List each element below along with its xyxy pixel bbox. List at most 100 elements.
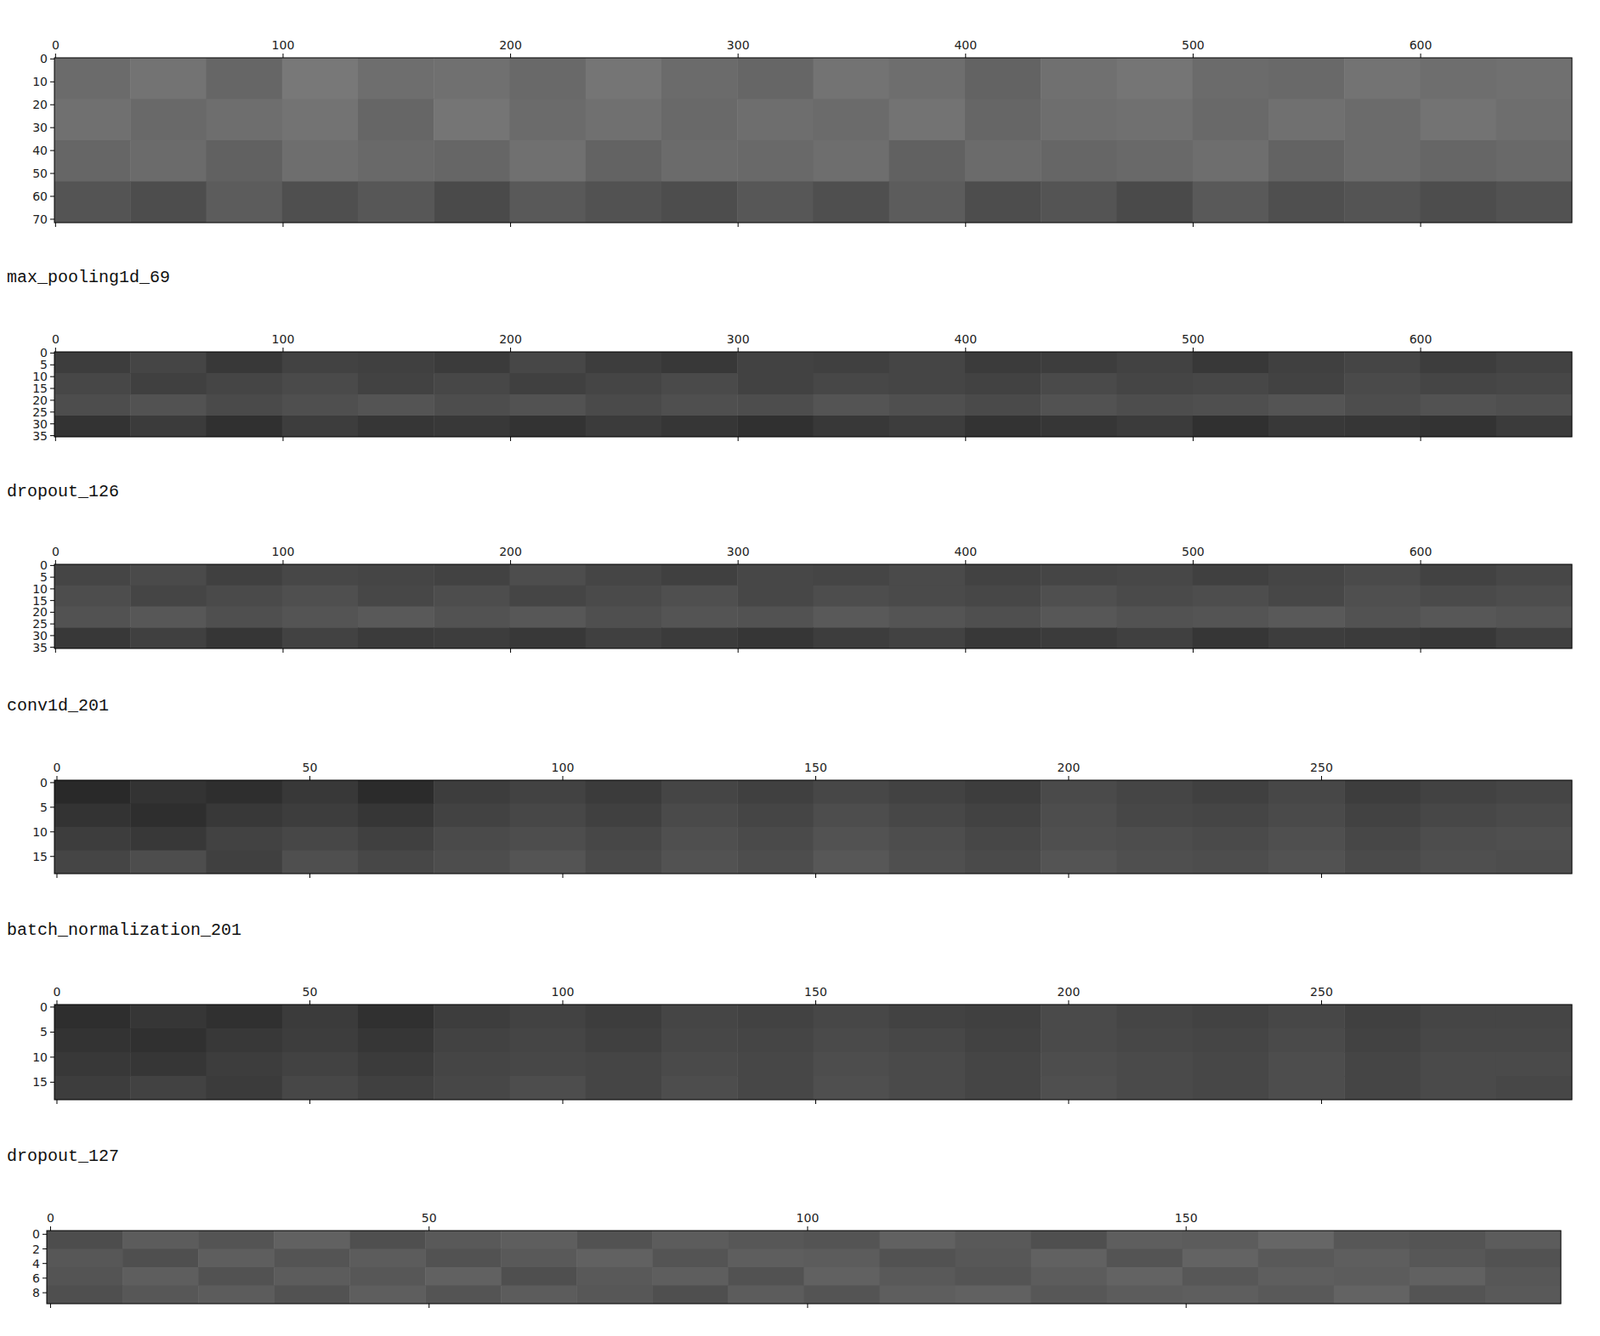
cell: [661, 827, 738, 852]
cell: [804, 1286, 881, 1305]
cell: [425, 1286, 502, 1305]
cell: [889, 181, 966, 224]
cell: [1040, 181, 1118, 224]
cell: [964, 607, 1042, 629]
cell: [206, 57, 284, 100]
x-tick: [1067, 1000, 1069, 1005]
cell: [813, 99, 891, 142]
cell: [433, 1052, 511, 1078]
cell: [433, 564, 511, 586]
cell: [1106, 1267, 1184, 1287]
cell: [500, 1267, 578, 1287]
cell: [1344, 564, 1421, 586]
y-tick: [50, 1032, 55, 1033]
x-tick: [1420, 222, 1422, 227]
cell: [1496, 1028, 1572, 1054]
y-tick: [50, 173, 55, 175]
cell: [1420, 585, 1498, 608]
x-tick-label: 300: [726, 38, 750, 52]
cell: [661, 585, 738, 608]
x-tick: [815, 1000, 817, 1005]
cell: [585, 351, 663, 375]
cell: [652, 1286, 729, 1305]
x-tick-label: 250: [1310, 760, 1334, 775]
panel: batch_normalization_20105010015020025005…: [6, 920, 1573, 1105]
cell: [813, 804, 891, 829]
cell: [206, 851, 284, 875]
cell: [433, 57, 511, 100]
cell: [955, 1249, 1033, 1269]
cell: [585, 780, 663, 805]
cell: [964, 415, 1042, 437]
cell: [130, 585, 207, 608]
cell: [1420, 181, 1498, 224]
cell: [1268, 1028, 1345, 1054]
cell: [1182, 1286, 1260, 1305]
x-tick: [309, 1000, 311, 1005]
cell: [130, 564, 207, 586]
x-tick: [964, 347, 966, 352]
cell: [1040, 827, 1118, 852]
cell: [1040, 564, 1118, 586]
x-tick: [737, 436, 739, 442]
cell: [1192, 181, 1270, 224]
cell: [1496, 780, 1572, 805]
cell: [1258, 1249, 1335, 1269]
cell: [130, 804, 207, 829]
cell: [652, 1267, 729, 1287]
cell: [510, 607, 587, 629]
cell: [661, 564, 738, 586]
cell: [737, 627, 814, 649]
cell: [1420, 373, 1498, 396]
cell: [585, 827, 663, 852]
cell: [357, 351, 435, 375]
cell: [1420, 780, 1498, 805]
cell: [1409, 1267, 1487, 1287]
cell: [433, 394, 511, 417]
cell: [1258, 1286, 1335, 1305]
cell: [282, 1076, 359, 1101]
cell: [727, 1249, 805, 1269]
y-tick: [50, 635, 55, 636]
cell: [54, 373, 131, 396]
cell: [357, 780, 435, 805]
cell: [964, 1052, 1042, 1078]
cell: [500, 1231, 578, 1250]
x-tick: [428, 1226, 430, 1232]
cell: [1409, 1286, 1487, 1305]
cell: [1496, 1004, 1572, 1030]
cell: [1040, 351, 1118, 375]
x-tick-label: 100: [551, 760, 575, 775]
cell: [1192, 827, 1270, 852]
x-tick: [815, 1100, 817, 1105]
y-tick-label: 5: [39, 1025, 48, 1039]
cell: [1268, 627, 1345, 649]
cell: [661, 394, 738, 417]
frame: [54, 351, 1572, 437]
y-tick: [50, 1006, 55, 1008]
x-tick: [510, 53, 511, 58]
cell: [130, 373, 207, 396]
cell: [652, 1231, 729, 1250]
x-tick-label: 200: [499, 544, 522, 559]
cell: [433, 99, 511, 142]
x-tick-label: 100: [551, 985, 575, 999]
x-tick: [964, 436, 966, 442]
cell: [1420, 1028, 1498, 1054]
x-tick: [282, 648, 284, 653]
cell: [1344, 140, 1421, 182]
cell: [585, 373, 663, 396]
y-tick: [50, 565, 55, 567]
cell: [1192, 1076, 1270, 1101]
cell: [1344, 394, 1421, 417]
x-tick: [1185, 1226, 1187, 1232]
cell: [130, 99, 207, 142]
cell: [889, 1004, 966, 1030]
cell: [282, 57, 359, 100]
cell: [813, 351, 891, 375]
cell: [1040, 1052, 1118, 1078]
cell: [737, 99, 814, 142]
cell: [282, 140, 359, 182]
x-tick: [50, 1304, 52, 1309]
cell: [357, 804, 435, 829]
